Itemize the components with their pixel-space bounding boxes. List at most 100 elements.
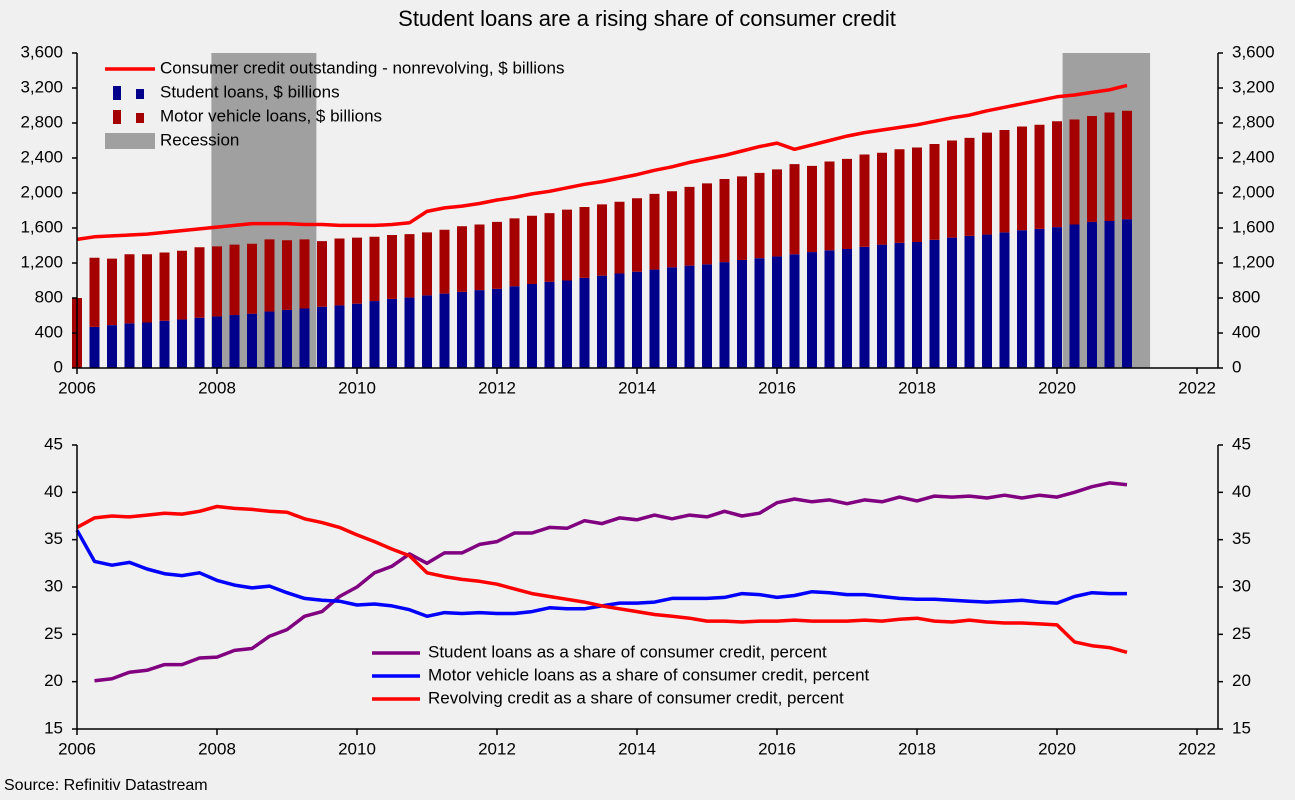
y2-tick-label: 1,600 (1232, 217, 1275, 236)
bar-segment (282, 309, 292, 368)
x-tick-label: 2022 (1178, 739, 1216, 758)
bar-segment (789, 254, 800, 368)
bar-segment (807, 252, 817, 368)
y-tick-label: 30 (44, 576, 63, 595)
bar-segment (1017, 230, 1027, 368)
bar-segment (124, 323, 135, 368)
legend-label: Revolving credit as a share of consumer … (428, 688, 844, 707)
x-tick-label: 2018 (898, 739, 936, 758)
y-tick-label: 35 (44, 529, 63, 548)
bar-segment (842, 158, 852, 249)
legend-swatch (136, 89, 144, 99)
y2-tick-label: 2,000 (1232, 182, 1275, 201)
bar-segment (264, 311, 275, 368)
bar-segment (492, 288, 502, 368)
y-tick-label: 400 (35, 322, 63, 341)
line-series (76, 504, 1128, 654)
bar-segment (159, 252, 170, 321)
bar-segment (1104, 112, 1115, 221)
y2-tick-label: 1,200 (1232, 252, 1275, 271)
bar-segment (194, 317, 205, 368)
x-tick-label: 2012 (478, 739, 516, 758)
y-tick-label: 40 (44, 482, 63, 501)
bar-segment (142, 254, 152, 323)
bar-segment (439, 293, 450, 368)
bar-segment (369, 236, 380, 302)
bar-segment (194, 247, 205, 318)
y-tick-label: 15 (44, 718, 63, 737)
bar-segment (614, 201, 625, 274)
bar-segment (877, 244, 887, 368)
y-tick-label: 3,200 (20, 77, 63, 96)
x-tick-label: 2010 (338, 739, 376, 758)
bar-segment (474, 224, 485, 291)
legend-label: Motor vehicle loans as a share of consum… (428, 665, 870, 684)
y-tick-label: 2,800 (20, 112, 63, 131)
bar-segment (317, 306, 327, 368)
bar-segment (632, 271, 642, 368)
bar-segment (544, 213, 555, 282)
bar-segment (842, 249, 852, 368)
bar-segment (299, 308, 310, 368)
bar-segment (1069, 224, 1080, 368)
bar-segment (859, 246, 870, 368)
bar-segment (229, 244, 240, 316)
bar-segment (1034, 124, 1045, 229)
y2-tick-label: 15 (1232, 718, 1251, 737)
legend-label: Motor vehicle loans, $ billions (160, 106, 382, 125)
bar-segment (177, 250, 187, 320)
recession-band (211, 53, 317, 368)
bar-segment (824, 250, 835, 368)
bar-segment (1052, 121, 1062, 228)
bar-segment (317, 241, 327, 307)
bar-segment (89, 257, 100, 327)
bar-segment (527, 215, 537, 284)
bar-segment (999, 130, 1010, 233)
bar-segment (422, 295, 432, 368)
bar-segment (1052, 227, 1062, 368)
bar-segment (929, 144, 940, 240)
bar-segment (702, 183, 712, 265)
bar-segment (754, 258, 765, 368)
bar-segment (684, 265, 695, 368)
bar-segment (597, 275, 607, 368)
bar-segment (947, 237, 957, 368)
bar-segment (212, 246, 222, 317)
bar-segment (334, 238, 345, 306)
bar-segment (947, 140, 957, 238)
x-tick-label: 2016 (758, 739, 796, 758)
bar-segment (282, 240, 292, 310)
bar-segment (737, 176, 747, 260)
bar-segment (352, 237, 362, 304)
bar-segment (562, 209, 572, 281)
bar-segment (754, 172, 765, 259)
bar-segment (632, 198, 642, 272)
y2-tick-label: 3,600 (1232, 42, 1275, 61)
bar-segment (1017, 126, 1027, 231)
bar-segment (1122, 110, 1132, 220)
y2-tick-label: 20 (1232, 671, 1251, 690)
y-tick-label: 3,600 (20, 42, 63, 61)
bar-segment (877, 152, 887, 245)
bar-segment (1087, 221, 1097, 368)
line-series (94, 481, 1128, 683)
x-tick-label: 2006 (58, 378, 96, 397)
y-tick-label: 2,000 (20, 182, 63, 201)
bar-segment (667, 267, 677, 368)
x-tick-label: 2020 (1038, 739, 1076, 758)
bar-segment (614, 273, 625, 368)
y-tick-label: 2,400 (20, 147, 63, 166)
x-tick-label: 2012 (478, 378, 516, 397)
bar-segment (982, 234, 992, 368)
bar-segment (824, 161, 835, 251)
bar-segment (89, 326, 100, 368)
bar-segment (439, 229, 450, 294)
bar-segment (1069, 119, 1080, 225)
legend-swatch (136, 113, 144, 123)
bar-segment (457, 226, 467, 292)
bar-segment (737, 259, 747, 368)
chart-title: Student loans are a rising share of cons… (398, 6, 896, 31)
x-tick-label: 2022 (1178, 378, 1216, 397)
y2-tick-label: 45 (1232, 434, 1251, 453)
bar-segment (789, 164, 800, 255)
